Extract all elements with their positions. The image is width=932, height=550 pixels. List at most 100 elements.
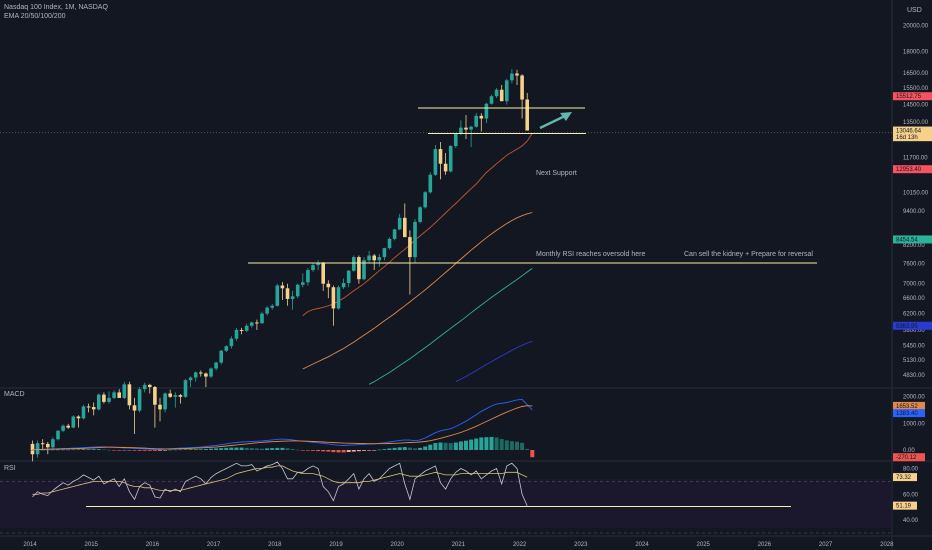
candle-body[interactable] bbox=[474, 115, 478, 127]
candle-body[interactable] bbox=[489, 96, 494, 104]
candle-body[interactable] bbox=[459, 127, 463, 134]
macd-histogram-bar[interactable] bbox=[372, 450, 377, 451]
macd-histogram-bar[interactable] bbox=[152, 450, 157, 451]
macd-histogram-bar[interactable] bbox=[254, 448, 259, 450]
macd-histogram-bar[interactable] bbox=[285, 448, 290, 450]
candle-body[interactable] bbox=[178, 395, 183, 397]
candle-body[interactable] bbox=[193, 372, 198, 378]
candle-body[interactable] bbox=[510, 73, 514, 81]
candle-body[interactable] bbox=[91, 407, 96, 410]
candle-body[interactable] bbox=[204, 373, 208, 377]
candle-body[interactable] bbox=[382, 248, 387, 258]
candle-body[interactable] bbox=[81, 406, 86, 419]
macd-histogram-bar[interactable] bbox=[290, 448, 295, 450]
macd-histogram-bar[interactable] bbox=[336, 450, 341, 453]
candle-body[interactable] bbox=[306, 270, 310, 283]
macd-histogram-bar[interactable] bbox=[198, 449, 203, 450]
candle-body[interactable] bbox=[499, 89, 504, 102]
candle-body[interactable] bbox=[260, 313, 264, 324]
candle-body[interactable] bbox=[357, 257, 361, 280]
candle-body[interactable] bbox=[71, 416, 76, 428]
macd-histogram-bar[interactable] bbox=[178, 449, 183, 451]
macd-histogram-bar[interactable] bbox=[397, 447, 402, 450]
macd-histogram-bar[interactable] bbox=[270, 448, 275, 450]
macd-histogram-bar[interactable] bbox=[489, 436, 494, 450]
macd-histogram-bar[interactable] bbox=[163, 450, 168, 451]
candle-body[interactable] bbox=[30, 443, 35, 455]
candle-body[interactable] bbox=[433, 149, 438, 175]
candle-body[interactable] bbox=[362, 260, 366, 280]
candle-body[interactable] bbox=[112, 392, 116, 398]
rsi-line[interactable] bbox=[32, 461, 528, 507]
candle-body[interactable] bbox=[331, 287, 336, 309]
macd-histogram-bar[interactable] bbox=[76, 449, 81, 450]
macd-histogram-bar[interactable] bbox=[193, 449, 198, 450]
macd-histogram-bar[interactable] bbox=[300, 450, 305, 451]
rsi-pane[interactable] bbox=[0, 461, 892, 534]
candle-body[interactable] bbox=[403, 217, 407, 238]
candle-body[interactable] bbox=[372, 255, 376, 261]
macd-histogram-bar[interactable] bbox=[433, 443, 438, 450]
candle-body[interactable] bbox=[219, 350, 223, 363]
macd-histogram-bar[interactable] bbox=[50, 449, 55, 451]
macd-histogram-bar[interactable] bbox=[183, 449, 188, 450]
candle-body[interactable] bbox=[86, 406, 91, 408]
candle-body[interactable] bbox=[515, 73, 519, 76]
macd-histogram-bar[interactable] bbox=[351, 450, 356, 452]
macd-histogram-bar[interactable] bbox=[311, 450, 315, 451]
macd-histogram-bar[interactable] bbox=[209, 448, 213, 450]
macd-histogram-bar[interactable] bbox=[321, 450, 326, 452]
candle-body[interactable] bbox=[316, 262, 320, 266]
candle-body[interactable] bbox=[214, 362, 218, 369]
macd-histogram-bar[interactable] bbox=[35, 449, 40, 451]
candle-body[interactable] bbox=[285, 288, 290, 299]
candle-body[interactable] bbox=[107, 397, 111, 402]
macd-histogram-bar[interactable] bbox=[234, 447, 239, 450]
macd-histogram-bar[interactable] bbox=[147, 450, 152, 451]
macd-histogram-bar[interactable] bbox=[453, 442, 458, 450]
macd-histogram-bar[interactable] bbox=[509, 441, 514, 450]
candle-body[interactable] bbox=[484, 103, 489, 119]
candle-body[interactable] bbox=[520, 75, 524, 100]
macd-histogram-bar[interactable] bbox=[525, 448, 530, 450]
macd-histogram-bar[interactable] bbox=[438, 442, 443, 450]
macd-histogram-bar[interactable] bbox=[117, 450, 122, 451]
macd-histogram-bar[interactable] bbox=[346, 450, 351, 452]
drawings[interactable] bbox=[0, 107, 892, 264]
candle-body[interactable] bbox=[341, 283, 346, 288]
macd-histogram-bar[interactable] bbox=[137, 450, 142, 451]
macd-histogram-bar[interactable] bbox=[418, 447, 423, 450]
macd-histogram-bar[interactable] bbox=[464, 440, 468, 450]
candle-body[interactable] bbox=[311, 265, 315, 271]
candle-body[interactable] bbox=[387, 238, 392, 249]
candle-body[interactable] bbox=[464, 127, 468, 130]
candle-body[interactable] bbox=[469, 126, 473, 130]
candle-body[interactable] bbox=[199, 372, 203, 374]
macd-histogram-bar[interactable] bbox=[402, 447, 407, 450]
macd-histogram-bar[interactable] bbox=[219, 448, 224, 450]
macd-histogram-bar[interactable] bbox=[305, 450, 310, 451]
macd-histogram-bar[interactable] bbox=[214, 448, 219, 450]
candle-body[interactable] bbox=[494, 89, 499, 97]
candle-body[interactable] bbox=[336, 287, 341, 309]
candle-body[interactable] bbox=[505, 80, 509, 102]
macd-histogram-bar[interactable] bbox=[40, 449, 45, 451]
candle-body[interactable] bbox=[158, 404, 162, 410]
candle-body[interactable] bbox=[525, 99, 529, 131]
macd-histogram-bar[interactable] bbox=[61, 449, 66, 451]
candle-body[interactable] bbox=[270, 305, 274, 308]
candle-body[interactable] bbox=[326, 283, 331, 288]
macd-histogram-bar[interactable] bbox=[112, 450, 117, 451]
candle-body[interactable] bbox=[454, 133, 458, 147]
candle-body[interactable] bbox=[51, 439, 55, 448]
candle-body[interactable] bbox=[244, 325, 249, 331]
candle-body[interactable] bbox=[290, 296, 295, 299]
macd-histogram-bar[interactable] bbox=[249, 448, 254, 450]
macd-histogram-bar[interactable] bbox=[188, 449, 193, 450]
macd-histogram-bar[interactable] bbox=[127, 450, 132, 451]
macd-line[interactable] bbox=[32, 405, 533, 451]
candle-body[interactable] bbox=[413, 221, 417, 258]
candle-body[interactable] bbox=[428, 174, 433, 193]
candle-body[interactable] bbox=[188, 377, 193, 381]
